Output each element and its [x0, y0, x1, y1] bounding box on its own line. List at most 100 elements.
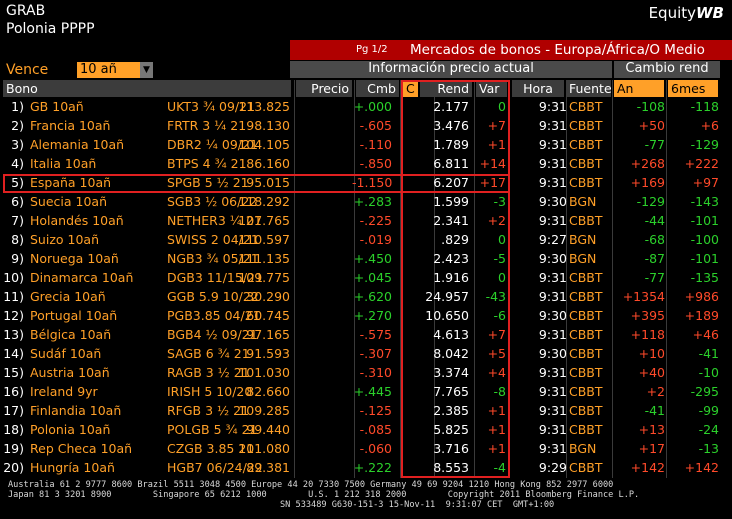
cell-var: -8 — [493, 384, 506, 399]
column-header[interactable]: Cmb — [356, 80, 399, 97]
cell-num[interactable]: 18) — [3, 422, 24, 437]
cell-source: BGN — [569, 441, 597, 456]
cell-var: 0 — [498, 99, 506, 114]
cell-time: 9:30 — [538, 308, 567, 323]
column-header[interactable]: Fuente — [566, 80, 612, 97]
cell-num[interactable]: 1) — [11, 99, 24, 114]
cell-source: CBBT — [569, 118, 603, 133]
group-change-label: Cambio rend — [625, 61, 709, 76]
cell-year: -44 — [644, 213, 665, 228]
cell-num[interactable]: 11) — [3, 289, 24, 304]
column-separator — [294, 80, 295, 478]
cell-ticker: PGB3.85 04/21 — [167, 308, 261, 323]
cell-num[interactable]: 2) — [11, 118, 24, 133]
cell-num[interactable]: 3) — [11, 137, 24, 152]
cell-num[interactable]: 10) — [3, 270, 24, 285]
cell-time: 9:31 — [538, 289, 567, 304]
cell-six-months: -41 — [698, 346, 719, 361]
cell-ticker: RAGB 3 ½ 21 — [167, 365, 250, 380]
cell-source: CBBT — [569, 422, 603, 437]
cell-source: BGN — [569, 232, 597, 247]
cell-year: +17 — [638, 441, 665, 456]
cell-six-months: -10 — [698, 365, 719, 380]
cell-ticker: IRISH 5 10/20 — [167, 384, 253, 399]
cell-num[interactable]: 13) — [3, 327, 24, 342]
cell-num[interactable]: 15) — [3, 365, 24, 380]
cell-yield: 4.613 — [433, 327, 469, 342]
cell-time: 9:31 — [538, 137, 567, 152]
cell-yield: 6.811 — [433, 156, 469, 171]
cell-ticker: BGB4 ½ 09/21 — [167, 327, 258, 342]
cell-ticker: BTPS 4 ¾ 21 — [167, 156, 247, 171]
cell-yield: 5.825 — [433, 422, 469, 437]
maturity-value: 10 añ — [80, 62, 117, 77]
cell-yield: 8.553 — [433, 460, 469, 475]
cell-six-months: -100 — [690, 232, 719, 247]
cell-name: Holandés 10añ — [30, 213, 124, 228]
cell-var: -4 — [493, 460, 506, 475]
column-header[interactable]: Var — [476, 80, 507, 97]
cell-source: CBBT — [569, 137, 603, 152]
cell-num[interactable]: 9) — [11, 251, 24, 266]
cell-year: -41 — [644, 403, 665, 418]
cell-year: -129 — [636, 194, 665, 209]
footer-line: Japan 81 3 3201 8900 Singapore 65 6212 1… — [8, 490, 640, 500]
cell-var: +17 — [479, 175, 506, 190]
screen-title: Mercados de bonos - Europa/África/O Medi… — [410, 42, 705, 58]
cell-name: Hungría 10añ — [30, 460, 115, 475]
cell-year: +118 — [630, 327, 665, 342]
cell-price: 109.285 — [238, 403, 290, 418]
cell-year: +142 — [630, 460, 665, 475]
cell-six-months: -295 — [690, 384, 719, 399]
cell-ticker: RFGB 3 ½ 21 — [167, 403, 250, 418]
cell-yield: 3.374 — [433, 365, 469, 380]
page-indicator: Pg 1/2 — [356, 44, 388, 55]
cell-num[interactable]: 20) — [3, 460, 24, 475]
dropdown-arrow[interactable]: ▼ — [140, 62, 153, 78]
cell-num[interactable]: 19) — [3, 441, 24, 456]
cell-time: 9:31 — [538, 99, 567, 114]
footer-line: SN 533489 G630-151-3 15-Nov-11 9:31:07 C… — [280, 500, 555, 510]
cell-num[interactable]: 5) — [11, 175, 24, 190]
cell-yield: 3.716 — [433, 441, 469, 456]
column-header[interactable]: Rend — [420, 80, 472, 97]
cell-ticker: DBR2 ¼ 09/21 — [167, 137, 258, 152]
cell-year: +10 — [638, 346, 665, 361]
cell-num[interactable]: 4) — [11, 156, 24, 171]
cell-yield: 2.177 — [433, 99, 469, 114]
column-header[interactable]: 6mes — [668, 80, 718, 97]
cell-year: -108 — [636, 99, 665, 114]
cell-name: Ireland 9yr — [30, 384, 98, 399]
cell-ticker: DGB3 11/15/21 — [167, 270, 263, 285]
cell-num[interactable]: 16) — [3, 384, 24, 399]
column-separator — [354, 80, 355, 478]
cell-source: CBBT — [569, 384, 603, 399]
column-header[interactable]: Precio — [296, 80, 352, 97]
column-header[interactable]: C — [403, 80, 418, 97]
group-header — [614, 61, 720, 78]
cell-year: +395 — [630, 308, 665, 323]
group-header — [290, 61, 612, 78]
cell-chg: +.222 — [353, 460, 392, 475]
cell-six-months: +189 — [684, 308, 719, 323]
cell-price: 107.765 — [238, 213, 290, 228]
selected-column-outline — [401, 80, 510, 478]
cell-num[interactable]: 17) — [3, 403, 24, 418]
column-header[interactable]: Bono — [3, 80, 291, 97]
function-code: WB — [696, 4, 724, 22]
cell-num[interactable]: 6) — [11, 194, 24, 209]
cell-num[interactable]: 8) — [11, 232, 24, 247]
cell-name: Francia 10añ — [30, 118, 111, 133]
column-separator — [566, 80, 567, 478]
cell-num[interactable]: 14) — [3, 346, 24, 361]
cell-num[interactable]: 12) — [3, 308, 24, 323]
cell-chg: +.450 — [353, 251, 392, 266]
sector: Equity — [648, 4, 697, 22]
column-header[interactable]: An — [614, 80, 664, 97]
cell-var: 0 — [498, 232, 506, 247]
maturity-dropdown[interactable] — [77, 62, 140, 78]
cell-source: CBBT — [569, 403, 603, 418]
column-header[interactable]: Hora — [512, 80, 564, 97]
cell-num[interactable]: 7) — [11, 213, 24, 228]
cell-name: Sudáf 10añ — [30, 346, 102, 361]
